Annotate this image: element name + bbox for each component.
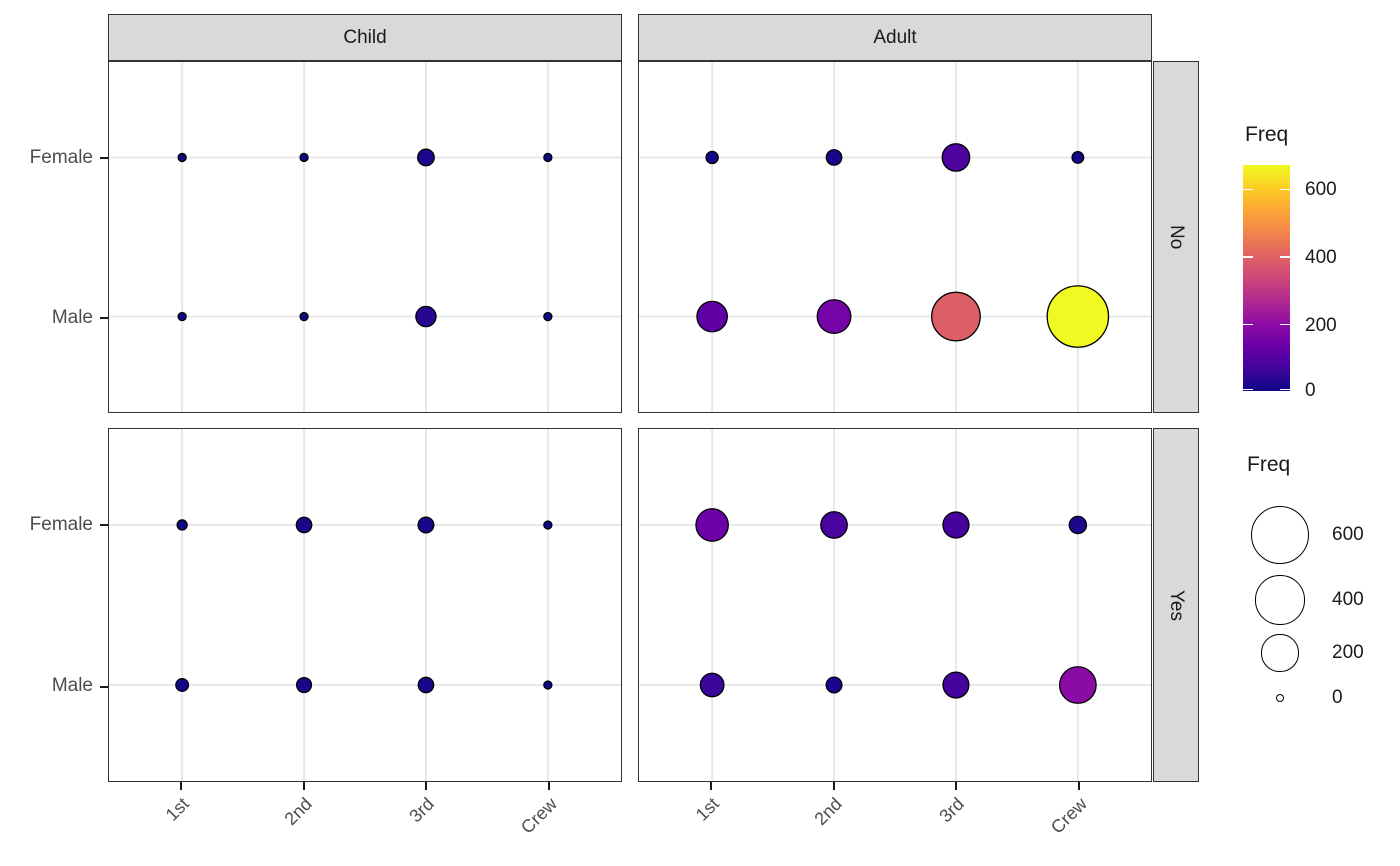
facet-strip-yes: Yes	[1153, 428, 1199, 782]
data-point-Adult-Yes-1st-Male	[699, 672, 725, 698]
colorbar-tick-label: 600	[1305, 179, 1337, 200]
data-point-Adult-Yes-Crew-Male	[1058, 666, 1097, 704]
data-point-Child-No-Crew-Male	[543, 311, 553, 322]
colorbar-tick	[1243, 188, 1253, 191]
x-axis-label-2nd-child: 2nd	[280, 793, 316, 830]
data-point-Adult-No-2nd-Female	[825, 149, 843, 166]
panel-canvas	[639, 429, 1151, 781]
data-point-Adult-Yes-2nd-Female	[820, 511, 848, 539]
facet-strip-no: No	[1153, 61, 1199, 413]
data-point-Adult-Yes-2nd-Male	[825, 676, 843, 694]
data-point-Child-No-1st-Female	[177, 152, 187, 163]
data-point-Child-No-Crew-Female	[543, 152, 553, 163]
panel-canvas	[109, 429, 621, 781]
x-axis-label-crew-child: Crew	[516, 793, 561, 838]
size-legend-label: 200	[1332, 642, 1364, 663]
facet-strip-adult-label: Adult	[873, 26, 917, 48]
panel-child-yes	[108, 428, 622, 782]
x-axis-label-3rd-adult: 3rd	[935, 793, 968, 827]
data-point-Child-Yes-3rd-Female	[417, 516, 435, 534]
size-legend-label: 400	[1332, 589, 1364, 610]
panel-canvas	[109, 62, 621, 412]
color-legend-title: Freq	[1245, 123, 1289, 146]
colorbar	[1243, 165, 1290, 391]
facet-strip-no-label: No	[1166, 224, 1187, 250]
data-point-Adult-Yes-1st-Female	[695, 508, 729, 542]
x-axis-label-1st-adult: 1st	[691, 793, 723, 825]
colorbar-tick-label: 0	[1305, 380, 1316, 401]
size-legend-circle-200	[1261, 634, 1299, 672]
colorbar-tick	[1280, 388, 1290, 390]
y-tick	[100, 524, 108, 526]
panel-canvas	[639, 62, 1151, 412]
x-axis-label-3rd-child: 3rd	[405, 793, 438, 827]
y-tick	[100, 157, 108, 159]
panel-adult-yes	[638, 428, 1152, 782]
data-point-Adult-Yes-3rd-Female	[942, 511, 970, 539]
panel-adult-no	[638, 61, 1152, 413]
data-point-Child-Yes-Crew-Male	[543, 680, 553, 690]
x-tick	[833, 782, 835, 790]
x-axis-label-crew-adult: Crew	[1046, 793, 1091, 838]
colorbar-tick	[1243, 323, 1253, 326]
y-axis-label-female-yes: Female	[29, 514, 93, 535]
data-point-Child-Yes-3rd-Male	[417, 676, 435, 694]
colorbar-tick	[1280, 256, 1290, 258]
data-point-Child-Yes-2nd-Male	[295, 676, 313, 694]
x-axis-label-2nd-adult: 2nd	[810, 793, 846, 830]
data-point-Adult-No-Crew-Male	[1046, 285, 1110, 348]
data-point-Child-No-2nd-Female	[299, 152, 309, 163]
x-tick	[1078, 782, 1080, 790]
data-point-Adult-No-1st-Female	[705, 150, 719, 165]
size-legend-label: 0	[1332, 687, 1343, 708]
size-legend-circle-600	[1250, 505, 1310, 565]
colorbar-tick-label: 200	[1305, 315, 1337, 336]
data-point-Child-Yes-1st-Male	[175, 678, 190, 692]
x-tick	[955, 782, 957, 790]
x-tick	[548, 782, 550, 790]
data-point-Child-No-2nd-Male	[299, 311, 309, 322]
data-point-Adult-No-1st-Male	[696, 300, 728, 333]
panel-child-no	[108, 61, 622, 413]
data-point-Adult-No-3rd-Male	[931, 291, 981, 342]
y-tick	[100, 686, 108, 688]
y-axis-label-male-yes: Male	[51, 675, 93, 696]
size-legend-circle-0	[1276, 694, 1284, 702]
data-point-Adult-No-3rd-Female	[941, 143, 971, 172]
data-point-Adult-No-Crew-Female	[1071, 151, 1085, 164]
colorbar-tick	[1243, 388, 1253, 390]
data-point-Child-Yes-Crew-Female	[543, 520, 553, 530]
data-point-Adult-Yes-Crew-Female	[1068, 515, 1088, 535]
y-axis-label-female-no: Female	[29, 147, 93, 168]
x-axis-label-1st-child: 1st	[161, 793, 193, 825]
x-tick	[303, 782, 305, 790]
data-point-Child-No-3rd-Female	[417, 148, 435, 167]
colorbar-tick	[1243, 256, 1253, 258]
size-legend-title: Freq	[1247, 453, 1291, 476]
data-point-Child-Yes-1st-Female	[176, 519, 188, 531]
x-tick	[710, 782, 712, 790]
colorbar-tick	[1280, 188, 1290, 191]
data-point-Child-No-3rd-Male	[415, 305, 437, 328]
facet-strip-child: Child	[108, 14, 622, 61]
y-axis-label-male-no: Male	[51, 307, 93, 328]
facet-strip-adult: Adult	[638, 14, 1152, 61]
colorbar-tick-label: 400	[1305, 247, 1337, 268]
size-legend-circle-400	[1255, 575, 1305, 625]
size-legend-label: 600	[1332, 524, 1364, 545]
data-point-Adult-Yes-3rd-Male	[942, 671, 970, 699]
colorbar-tick	[1280, 323, 1290, 326]
data-point-Child-No-1st-Male	[177, 311, 187, 322]
facet-strip-yes-label: Yes	[1166, 589, 1187, 621]
facet-strip-child-label: Child	[343, 26, 387, 48]
y-tick	[100, 317, 108, 319]
x-tick	[180, 782, 182, 790]
x-tick	[425, 782, 427, 790]
data-point-Child-Yes-2nd-Female	[295, 516, 313, 534]
data-point-Adult-No-2nd-Male	[816, 299, 852, 334]
